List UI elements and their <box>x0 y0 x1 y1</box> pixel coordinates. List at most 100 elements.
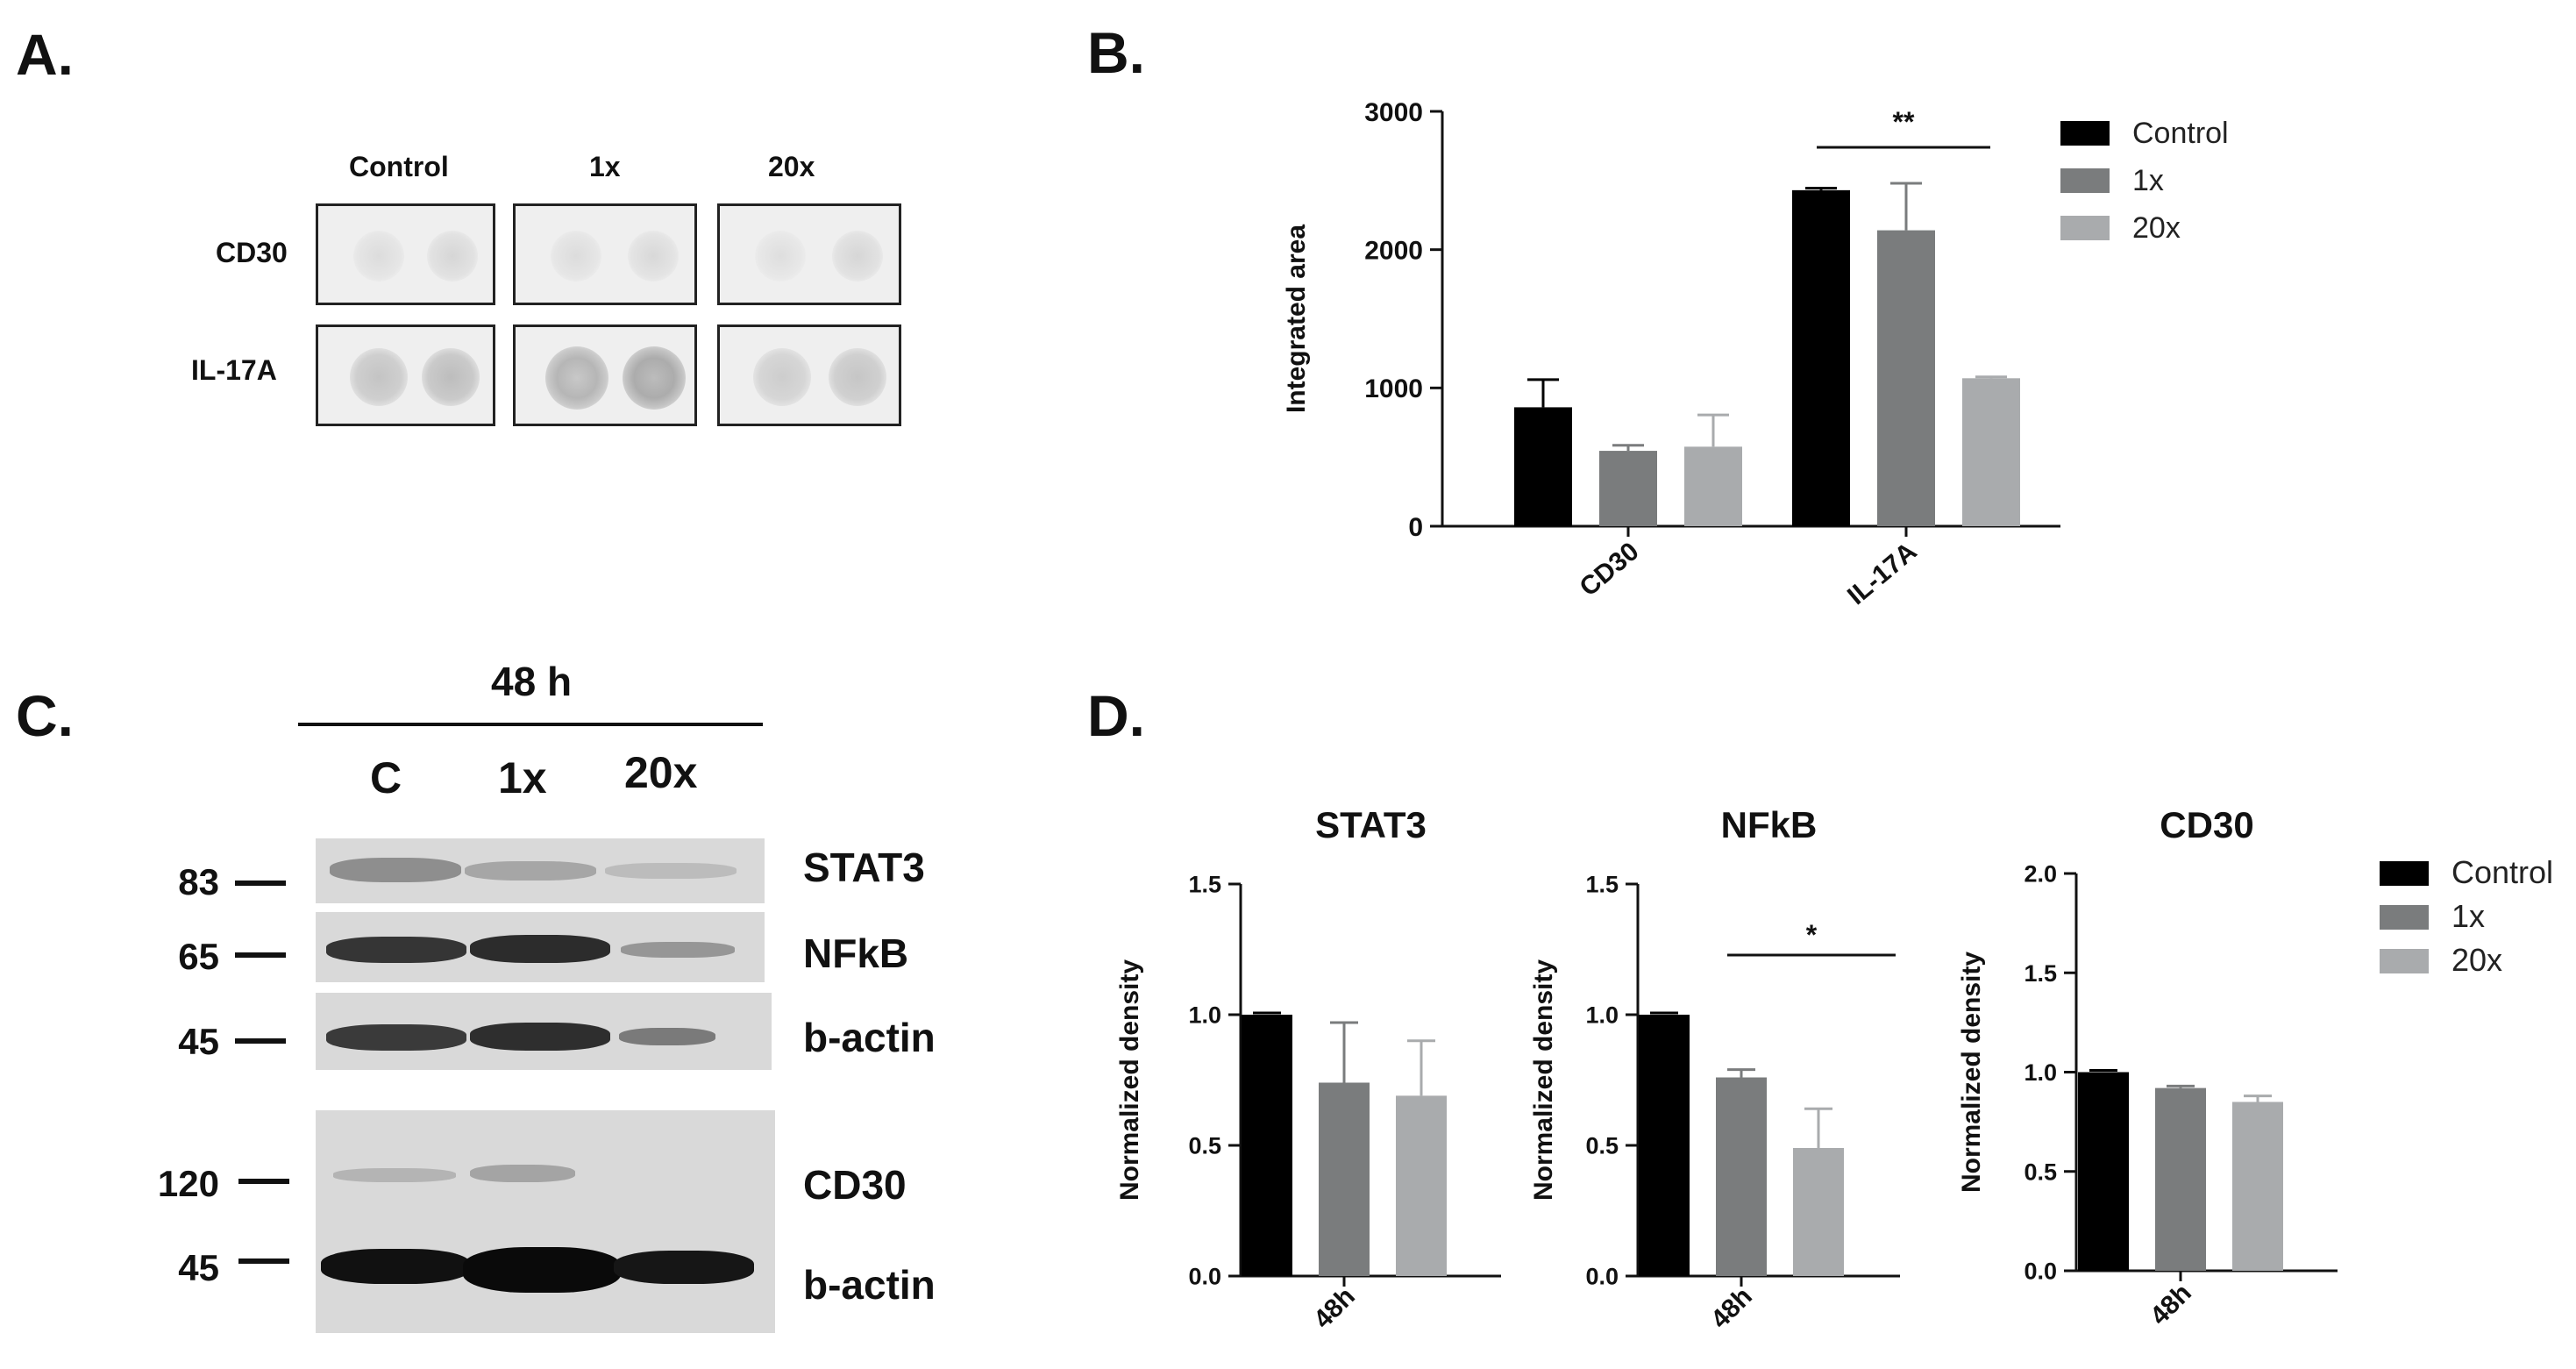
y-tick-label: 0.5 <box>2024 1159 2057 1185</box>
dot-spot <box>628 231 679 282</box>
chart-title: CD30 <box>2160 804 2253 845</box>
legend-label: Control <box>2132 117 2229 150</box>
panel-c-letter: C. <box>16 683 74 748</box>
x-tick-label: IL-17A <box>1842 537 1922 610</box>
panel-a-letter: A. <box>16 22 74 87</box>
dot-blot-column-label: Control <box>349 151 449 182</box>
protein-label: CD30 <box>803 1162 907 1208</box>
bar <box>1792 189 1850 526</box>
blot-band <box>326 937 466 963</box>
dot-spot <box>832 231 883 282</box>
mw-tick <box>235 952 286 958</box>
dot-blot-column-label: 20x <box>768 151 815 182</box>
legend-label: 20x <box>2451 942 2502 978</box>
blot-band <box>621 942 735 958</box>
y-axis-label: Integrated area <box>1282 225 1311 413</box>
dot-blot-row-label: IL-17A <box>191 354 277 386</box>
blot-band <box>470 935 610 963</box>
y-tick-label: 0.0 <box>1585 1264 1619 1290</box>
dot-spot <box>422 348 480 406</box>
dot-spot <box>350 348 408 406</box>
dot-spot <box>623 346 686 410</box>
mw-marker: 45 <box>178 1021 219 1062</box>
panel-b-letter: B. <box>1087 20 1145 85</box>
bar <box>2232 1102 2283 1271</box>
mw-tick <box>235 881 286 886</box>
mw-marker: 65 <box>178 936 219 977</box>
dot-spot <box>551 231 601 282</box>
y-tick-label: 1.0 <box>1188 1002 1221 1029</box>
bar <box>1319 1082 1370 1276</box>
blot-band <box>470 1023 610 1051</box>
protein-label: b-actin <box>803 1015 936 1060</box>
y-tick-label: 1000 <box>1364 374 1423 403</box>
dot-spot <box>427 231 478 282</box>
blot-band <box>326 1024 466 1051</box>
western-timepoint: 48 h <box>491 659 573 704</box>
dot-blot-membrane <box>717 324 901 426</box>
dot-spot <box>545 346 608 410</box>
x-tick-label: 48h <box>1705 1282 1758 1335</box>
legend-swatch <box>2380 905 2429 930</box>
y-tick-label: 1.5 <box>2024 960 2057 987</box>
blot-band <box>333 1168 456 1182</box>
legend-swatch <box>2380 949 2429 973</box>
bar <box>1962 378 2020 526</box>
bar <box>1242 1015 1292 1276</box>
y-axis-label: Normalized density <box>1115 959 1144 1201</box>
blot-strip <box>316 838 765 903</box>
significance-marker: ** <box>1893 106 1915 138</box>
legend-label: 20x <box>2132 211 2181 245</box>
mw-tick <box>235 1038 286 1044</box>
lane-label: 1x <box>498 753 547 802</box>
y-tick-label: 1.5 <box>1585 872 1619 898</box>
panel-d-letter: D. <box>1087 683 1145 748</box>
y-tick-label: 3000 <box>1364 98 1423 127</box>
y-axis-label: Normalized density <box>1529 959 1558 1201</box>
legend-swatch <box>2060 121 2110 146</box>
mw-marker: 120 <box>157 1163 219 1204</box>
blot-band <box>470 1165 575 1182</box>
bar <box>1716 1077 1767 1276</box>
y-tick-label: 0.5 <box>1585 1133 1619 1159</box>
dot-blot-membrane <box>316 324 495 426</box>
lane-label: 20x <box>624 748 698 797</box>
mw-tick <box>238 1179 289 1184</box>
blot-strip <box>316 993 772 1070</box>
bar <box>1514 407 1572 526</box>
x-tick-label: CD30 <box>1575 537 1645 603</box>
bar <box>1793 1147 1844 1276</box>
blot-band <box>465 861 596 881</box>
y-tick-label: 0.0 <box>1188 1264 1221 1290</box>
y-tick-label: 1.0 <box>2024 1059 2057 1086</box>
dot-blot-membrane <box>513 324 697 426</box>
legend-swatch <box>2060 216 2110 240</box>
blot-band <box>321 1249 470 1284</box>
y-tick-label: 2000 <box>1364 236 1423 265</box>
dot-blot-membrane <box>316 203 495 305</box>
x-tick-label: 48h <box>2145 1279 2197 1331</box>
y-tick-label: 2.0 <box>2024 861 2057 888</box>
dot-blot-row-label: CD30 <box>216 237 288 268</box>
bar <box>2078 1072 2129 1271</box>
protein-label: b-actin <box>803 1262 936 1308</box>
significance-marker: * <box>1806 919 1818 951</box>
y-tick-label: 0 <box>1408 513 1423 542</box>
bar <box>2155 1087 2206 1271</box>
blot-band <box>614 1251 754 1284</box>
blot-band <box>463 1247 621 1293</box>
dot-blot-column-label: 1x <box>589 151 621 182</box>
lane-label: C <box>370 753 402 802</box>
x-tick-label: 48h <box>1308 1282 1361 1335</box>
y-tick-label: 1.5 <box>1188 872 1221 898</box>
dot-blot-membrane <box>717 203 901 305</box>
legend-swatch <box>2060 168 2110 193</box>
legend-label: 1x <box>2451 898 2485 934</box>
blot-band <box>619 1028 715 1045</box>
dot-spot <box>753 348 811 406</box>
bar <box>1599 451 1657 526</box>
chart-title: NFkB <box>1721 804 1818 845</box>
timepoint-underline <box>298 723 763 726</box>
dot-spot <box>755 231 806 282</box>
